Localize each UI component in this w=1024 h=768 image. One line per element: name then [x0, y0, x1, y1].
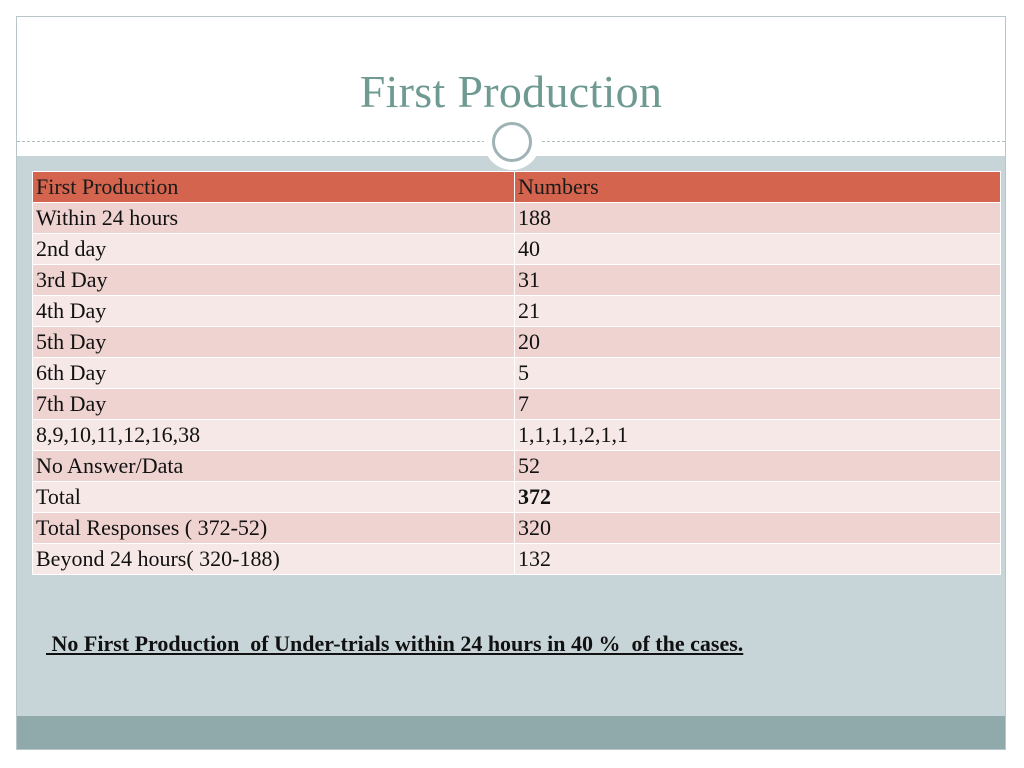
row-value: 21	[514, 295, 1001, 327]
conclusion-note: No First Production of Under-trials with…	[46, 631, 744, 656]
table-row: 7th Day 7	[32, 388, 1001, 420]
row-label: 8,9,10,11,12,16,38	[32, 419, 515, 451]
table-row: 5th Day 20	[32, 326, 1001, 358]
row-value: 31	[514, 264, 1001, 296]
table-row: No Answer/Data 52	[32, 450, 1001, 482]
ring-icon	[492, 122, 532, 162]
table-row: Beyond 24 hours( 320-188) 132	[32, 543, 1001, 575]
column-header: Numbers	[514, 171, 1001, 203]
row-value: 1,1,1,1,2,1,1	[514, 419, 1001, 451]
table-row: 3rd Day 31	[32, 264, 1001, 296]
table-row: 6th Day 5	[32, 357, 1001, 389]
row-label: 6th Day	[32, 357, 515, 389]
row-label: 7th Day	[32, 388, 515, 420]
row-label: Within 24 hours	[32, 202, 515, 234]
row-value: 20	[514, 326, 1001, 358]
table-row: Within 24 hours 188	[32, 202, 1001, 234]
slide-title: First Production	[359, 66, 663, 117]
row-value: 52	[514, 450, 1001, 482]
row-value: 188	[514, 202, 1001, 234]
row-label: Total	[32, 481, 515, 513]
table-header-row: First Production Numbers	[32, 171, 1001, 203]
table-row: 8,9,10,11,12,16,38 1,1,1,1,2,1,1	[32, 419, 1001, 451]
row-label: 5th Day	[32, 326, 515, 358]
row-label: Beyond 24 hours( 320-188)	[32, 543, 515, 575]
row-label: 3rd Day	[32, 264, 515, 296]
row-label: No Answer/Data	[32, 450, 515, 482]
row-value: 5	[514, 357, 1001, 389]
footer-band	[17, 716, 1005, 749]
row-label: 4th Day	[32, 295, 515, 327]
row-label: 2nd day	[32, 233, 515, 265]
row-value: 320	[514, 512, 1001, 544]
row-value: 7	[514, 388, 1001, 420]
total-value: 372	[514, 481, 1001, 513]
column-header: First Production	[32, 171, 515, 203]
row-value: 132	[514, 543, 1001, 575]
circle-ornament-icon	[484, 114, 540, 170]
table-row: Total 372	[32, 481, 1001, 513]
production-table: First Production Numbers Within 24 hours…	[32, 171, 1001, 575]
table-row: Total Responses ( 372-52) 320	[32, 512, 1001, 544]
table-row: 2nd day 40	[32, 233, 1001, 265]
row-label: Total Responses ( 372-52)	[32, 512, 515, 544]
table-row: 4th Day 21	[32, 295, 1001, 327]
row-value: 40	[514, 233, 1001, 265]
